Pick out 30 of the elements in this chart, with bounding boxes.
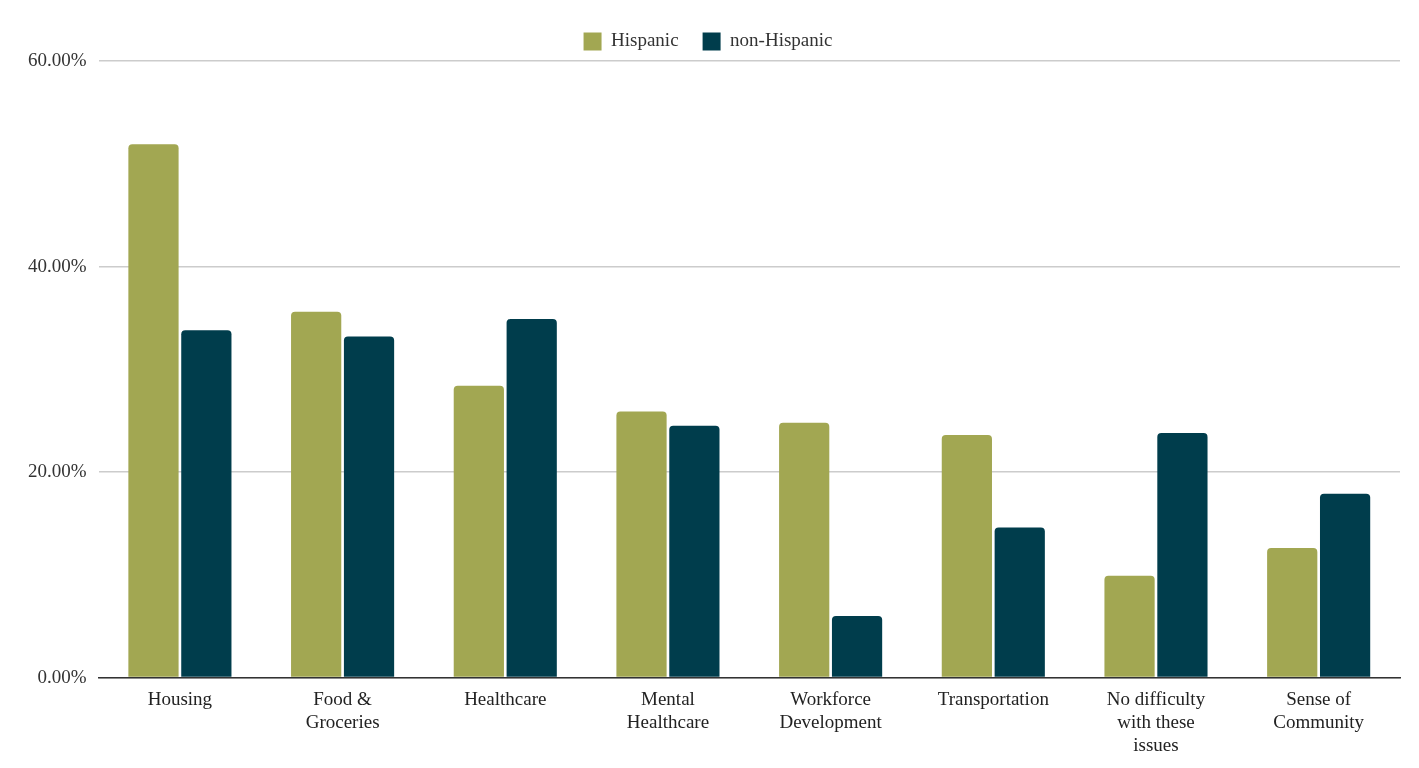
bar <box>779 422 830 677</box>
x-tick-label: Sense of Community <box>1273 687 1365 732</box>
bar <box>669 425 720 677</box>
bar <box>1157 433 1208 677</box>
x-tick-label: Transportation <box>937 687 1050 709</box>
bar <box>343 336 395 677</box>
bar <box>831 615 883 677</box>
y-tick-label: 0.00% <box>37 665 87 687</box>
bar <box>941 435 992 677</box>
bar <box>1267 548 1318 677</box>
x-tick-label: Housing <box>147 687 213 709</box>
y-tick-label: 40.00% <box>28 254 87 276</box>
y-tick-label: 20.00% <box>28 460 87 482</box>
bar <box>181 330 232 677</box>
bar <box>1319 493 1371 677</box>
legend-label: Hispanic <box>611 29 679 51</box>
y-tick-label: 60.00% <box>28 48 87 70</box>
bar <box>291 311 342 677</box>
bar <box>453 385 504 677</box>
x-tick-label: Healthcare <box>464 687 547 709</box>
x-tick-label: Food & Groceries <box>305 687 380 732</box>
bar <box>616 411 667 677</box>
bar <box>1104 575 1155 677</box>
bar <box>128 144 179 677</box>
x-tick-label: Mental Healthcare <box>626 687 710 732</box>
x-tick-label: No difficulty with these issues <box>1106 687 1206 755</box>
bar <box>994 527 1045 677</box>
legend-label: non-Hispanic <box>730 29 833 51</box>
x-tick-label: Workforce Development <box>779 687 883 732</box>
bar <box>506 318 557 677</box>
